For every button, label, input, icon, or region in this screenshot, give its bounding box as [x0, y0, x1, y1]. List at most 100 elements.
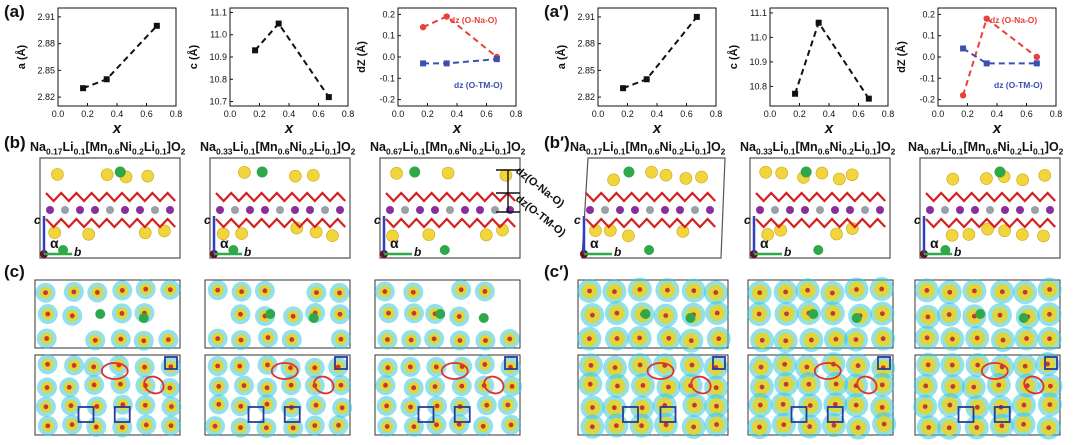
alpha-label: α [930, 235, 939, 251]
tm-atom [1046, 206, 1054, 214]
density-center [237, 363, 243, 369]
highlight-square [504, 356, 518, 370]
highlight-ellipse [483, 375, 505, 395]
density-center [507, 336, 513, 342]
density-center [216, 384, 222, 389]
density-center [997, 312, 1003, 318]
density-center [853, 337, 859, 343]
highlight-ellipse [100, 362, 129, 380]
x-tick-label: 0.4 [823, 109, 836, 119]
y-tick-label: 0.1 [382, 31, 395, 41]
b-axis-label: b [784, 245, 791, 259]
density-center [1046, 425, 1052, 431]
density-center [212, 423, 218, 429]
li-site [138, 313, 149, 323]
tm-atom [876, 206, 884, 214]
density-center [265, 362, 270, 368]
density-center [666, 384, 671, 390]
density-center [265, 335, 271, 340]
tm-atom [706, 206, 714, 214]
highlight-ellipse [980, 362, 1009, 380]
density-center [713, 290, 719, 295]
density-center [141, 338, 147, 344]
density-center [238, 425, 243, 431]
tm-atom [831, 206, 839, 214]
highlight-ellipse [856, 375, 878, 395]
na-atom [980, 172, 993, 185]
density-center [69, 422, 75, 427]
data-point [493, 56, 500, 63]
structure-3: cα b [574, 157, 726, 259]
y-axis-label: c (Å) [727, 44, 740, 69]
density-center [66, 384, 72, 390]
density-center [589, 424, 595, 430]
na-atom [659, 168, 673, 182]
density-center [385, 365, 391, 371]
density-center [505, 402, 511, 408]
density-center [45, 361, 50, 367]
density-center [854, 287, 859, 292]
li-atom [58, 245, 69, 255]
highlight-square [247, 406, 265, 423]
tm-atom [291, 206, 299, 214]
density-center [587, 381, 593, 387]
density-center [1048, 383, 1053, 389]
oxygen-chain [215, 191, 346, 203]
b-axis-label: b [414, 245, 421, 259]
tm-atom [121, 206, 129, 214]
na-atom [1016, 228, 1029, 241]
density-map-2-1 [374, 354, 523, 437]
li-site [308, 313, 319, 323]
formula-na033: Na0.33Li0.1[Mn0.6Ni0.2Li0.1]O2 [200, 140, 356, 157]
density-center [950, 336, 955, 342]
tm-atom [691, 206, 699, 214]
tm-atom [631, 206, 639, 214]
alpha-label: α [50, 235, 59, 251]
formula-na017: Na0.17Li0.1[Mn0.6Ni0.2Li0.1]O2 [30, 140, 186, 157]
tm-atom [616, 206, 624, 214]
x-axis-label: x [652, 120, 662, 137]
highlight-square [790, 406, 808, 423]
li-atom [813, 245, 824, 255]
series-line [622, 16, 698, 90]
density-center [879, 311, 885, 317]
x-tick-label: 0.2 [793, 109, 806, 119]
density-center [832, 401, 838, 407]
density-center [807, 424, 813, 429]
data-point [443, 13, 450, 20]
x-tick-label: 0.6 [480, 109, 493, 119]
density-map-4-1 [747, 352, 897, 440]
density-center [612, 365, 618, 371]
density-center [68, 403, 74, 409]
tm-atom [986, 206, 994, 214]
y-tick-label: 10.8 [209, 74, 227, 84]
highlight-ellipse [313, 375, 335, 395]
na-atom [945, 228, 959, 242]
na-atom [946, 172, 960, 186]
density-map-0-0 [34, 279, 181, 351]
density-center [830, 310, 836, 316]
x-tick-label: 0.8 [710, 109, 723, 119]
density-center [484, 402, 490, 408]
density-center [238, 311, 243, 317]
tm-atom [446, 206, 454, 214]
density-center [586, 336, 592, 342]
density-center [264, 385, 270, 391]
series-line [82, 25, 158, 90]
highlight-ellipse [813, 362, 842, 380]
density-center [458, 287, 464, 293]
data-point [419, 23, 427, 31]
b-axis-label: b [244, 245, 251, 259]
data-point [620, 85, 627, 92]
tm-atom [61, 206, 69, 214]
x-tick-label: 0.2 [621, 109, 634, 119]
density-center [590, 405, 595, 410]
density-center [689, 362, 695, 368]
density-map-1-0 [204, 279, 351, 351]
na-atom [479, 228, 493, 242]
density-center [1024, 336, 1029, 341]
structure-1: cα b [204, 157, 351, 259]
na-atom [289, 169, 302, 183]
highlight-square [417, 406, 435, 423]
density-center [665, 287, 670, 293]
